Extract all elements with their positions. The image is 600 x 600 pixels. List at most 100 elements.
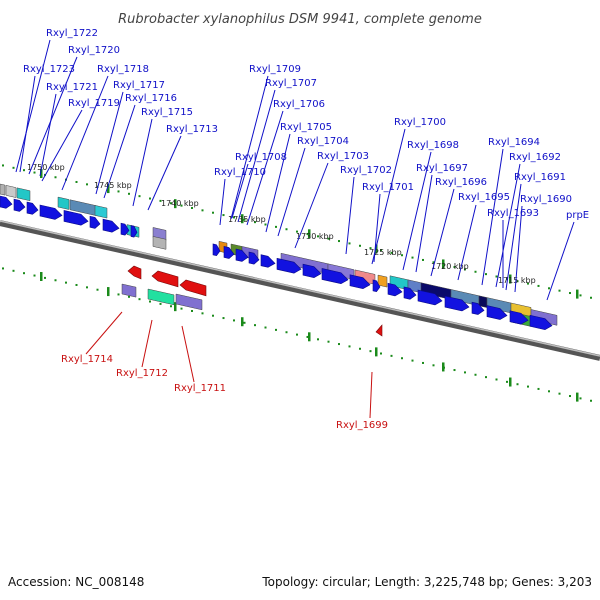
forward-gene-arrow [120, 222, 130, 236]
gene-label[interactable]: Rxyl_1712 [116, 368, 168, 379]
forward-gene-arrow [417, 289, 443, 306]
scale-labels: 1750 kbp 1745 kbp 1740 kbp 1735 kbp 1730… [27, 163, 536, 285]
scale-dot [23, 169, 25, 172]
gene-label[interactable]: Rxyl_1696 [435, 177, 487, 188]
leader-line [95, 91, 124, 195]
gene-label[interactable]: Rxyl_1709 [249, 64, 301, 75]
gene-label[interactable]: Rxyl_1698 [407, 140, 459, 151]
scale-dot [212, 314, 214, 317]
gene-label[interactable]: Rxyl_1723 [23, 64, 75, 75]
scale-dot [527, 282, 529, 285]
leader-line [237, 89, 276, 223]
genome-title: Rubrobacter xylanophilus DSM 9941, compl… [118, 12, 482, 27]
gene-label[interactable]: Rxyl_1701 [362, 182, 414, 193]
annotation-box [16, 187, 31, 202]
scale-dot [390, 251, 393, 254]
gene-label[interactable]: Rxyl_1722 [46, 28, 98, 39]
forward-gene-arrow [387, 282, 403, 297]
scale-dot [422, 258, 424, 261]
scale-dot [327, 340, 330, 343]
gene-label[interactable]: Rxyl_1714 [61, 354, 113, 365]
scale-dot [485, 376, 487, 379]
gene-label[interactable]: Rxyl_1719 [68, 98, 120, 109]
gene-label[interactable]: Rxyl_1711 [174, 383, 226, 394]
scale-dot [516, 280, 519, 283]
gene-label[interactable]: Rxyl_1708 [235, 152, 287, 163]
reverse-gene-arrow [179, 279, 207, 297]
scale-dot [569, 292, 571, 295]
scale-dot [401, 357, 403, 360]
gene-label[interactable]: Rxyl_1690 [520, 194, 572, 205]
scale-dot [191, 206, 193, 209]
scale-dot [201, 312, 204, 315]
scale-dot [401, 254, 403, 257]
reverse-annotation-box [121, 283, 137, 298]
gene-label[interactable]: Rxyl_1694 [488, 137, 540, 148]
gene-label[interactable]: Rxyl_1718 [97, 64, 149, 75]
forward-gene-labels: Rxyl_1722 Rxyl_1720 Rxyl_1723 Rxyl_1721 … [23, 28, 589, 221]
scale-dot [422, 361, 424, 364]
gene-label[interactable]: Rxyl_1704 [297, 136, 349, 147]
gene-label[interactable]: Rxyl_1699 [336, 420, 388, 431]
scale-dot [527, 385, 529, 388]
gene-label[interactable]: Rxyl_1692 [509, 152, 561, 163]
gene-label[interactable]: Rxyl_1717 [113, 80, 165, 91]
scale-dot [485, 273, 487, 276]
forward-gene-arrow [39, 204, 63, 220]
gene-label[interactable]: Rxyl_1720 [68, 45, 120, 56]
gene-label[interactable]: Rxyl_1700 [394, 117, 446, 128]
scale-major-tick [442, 259, 445, 269]
gene-label[interactable]: Rxyl_1693 [487, 208, 539, 219]
gene-label[interactable]: Rxyl_1691 [514, 172, 566, 183]
scale-dot [12, 166, 15, 169]
scale-dot [180, 307, 183, 310]
scale-label: 1715 kbp [498, 276, 536, 285]
scale-major-tick [375, 244, 378, 254]
forward-gene-arrow [63, 210, 89, 226]
annotation-box [0, 183, 6, 196]
scale-dot [33, 171, 36, 174]
gene-label[interactable]: prpE [566, 210, 589, 221]
scale-dot [548, 390, 550, 393]
gene-label[interactable]: Rxyl_1706 [273, 99, 325, 110]
scale-dot [264, 326, 267, 329]
scale-dot [506, 380, 508, 383]
scale-label: 1750 kbp [27, 163, 65, 172]
gene-label[interactable]: Rxyl_1707 [265, 78, 317, 89]
gene-label[interactable]: Rxyl_1705 [280, 122, 332, 133]
scale-major-tick [308, 229, 311, 239]
scale-label: 1740 kbp [161, 199, 199, 208]
gene-label[interactable]: Rxyl_1695 [458, 192, 510, 203]
leader-line [457, 204, 477, 281]
gene-label[interactable]: Rxyl_1721 [46, 82, 98, 93]
leader-line [402, 151, 432, 271]
gene-label[interactable]: Rxyl_1713 [166, 124, 218, 135]
gene-label[interactable]: Rxyl_1715 [141, 107, 193, 118]
scale-dot [149, 197, 151, 200]
leader-line [219, 178, 226, 226]
scale-major-tick [107, 287, 110, 297]
gene-label[interactable]: Rxyl_1703 [317, 151, 369, 162]
scale-dot [359, 244, 361, 247]
gene-label[interactable]: Rxyl_1702 [340, 165, 392, 176]
scale-dot [2, 267, 4, 270]
leader-line [147, 135, 182, 211]
scale-major-tick [40, 272, 43, 281]
scale-major-tick [174, 199, 177, 209]
scale-dot [243, 218, 246, 221]
scale-dot [296, 230, 298, 233]
leader-line [546, 221, 575, 301]
reverse-gene-arrow [127, 265, 142, 280]
leader-line [85, 311, 123, 355]
scale-dot [54, 279, 57, 282]
scale-dot [306, 335, 309, 338]
gene-label[interactable]: Rxyl_1716 [125, 93, 177, 104]
leader-line [371, 128, 406, 265]
forward-gene-arrow [471, 301, 485, 315]
gene-label[interactable]: Rxyl_1697 [416, 163, 468, 174]
scale-major-tick [576, 392, 579, 402]
scale-dot [44, 276, 46, 279]
leader-line [103, 104, 136, 199]
gene-label[interactable]: Rxyl_1710 [214, 167, 266, 178]
